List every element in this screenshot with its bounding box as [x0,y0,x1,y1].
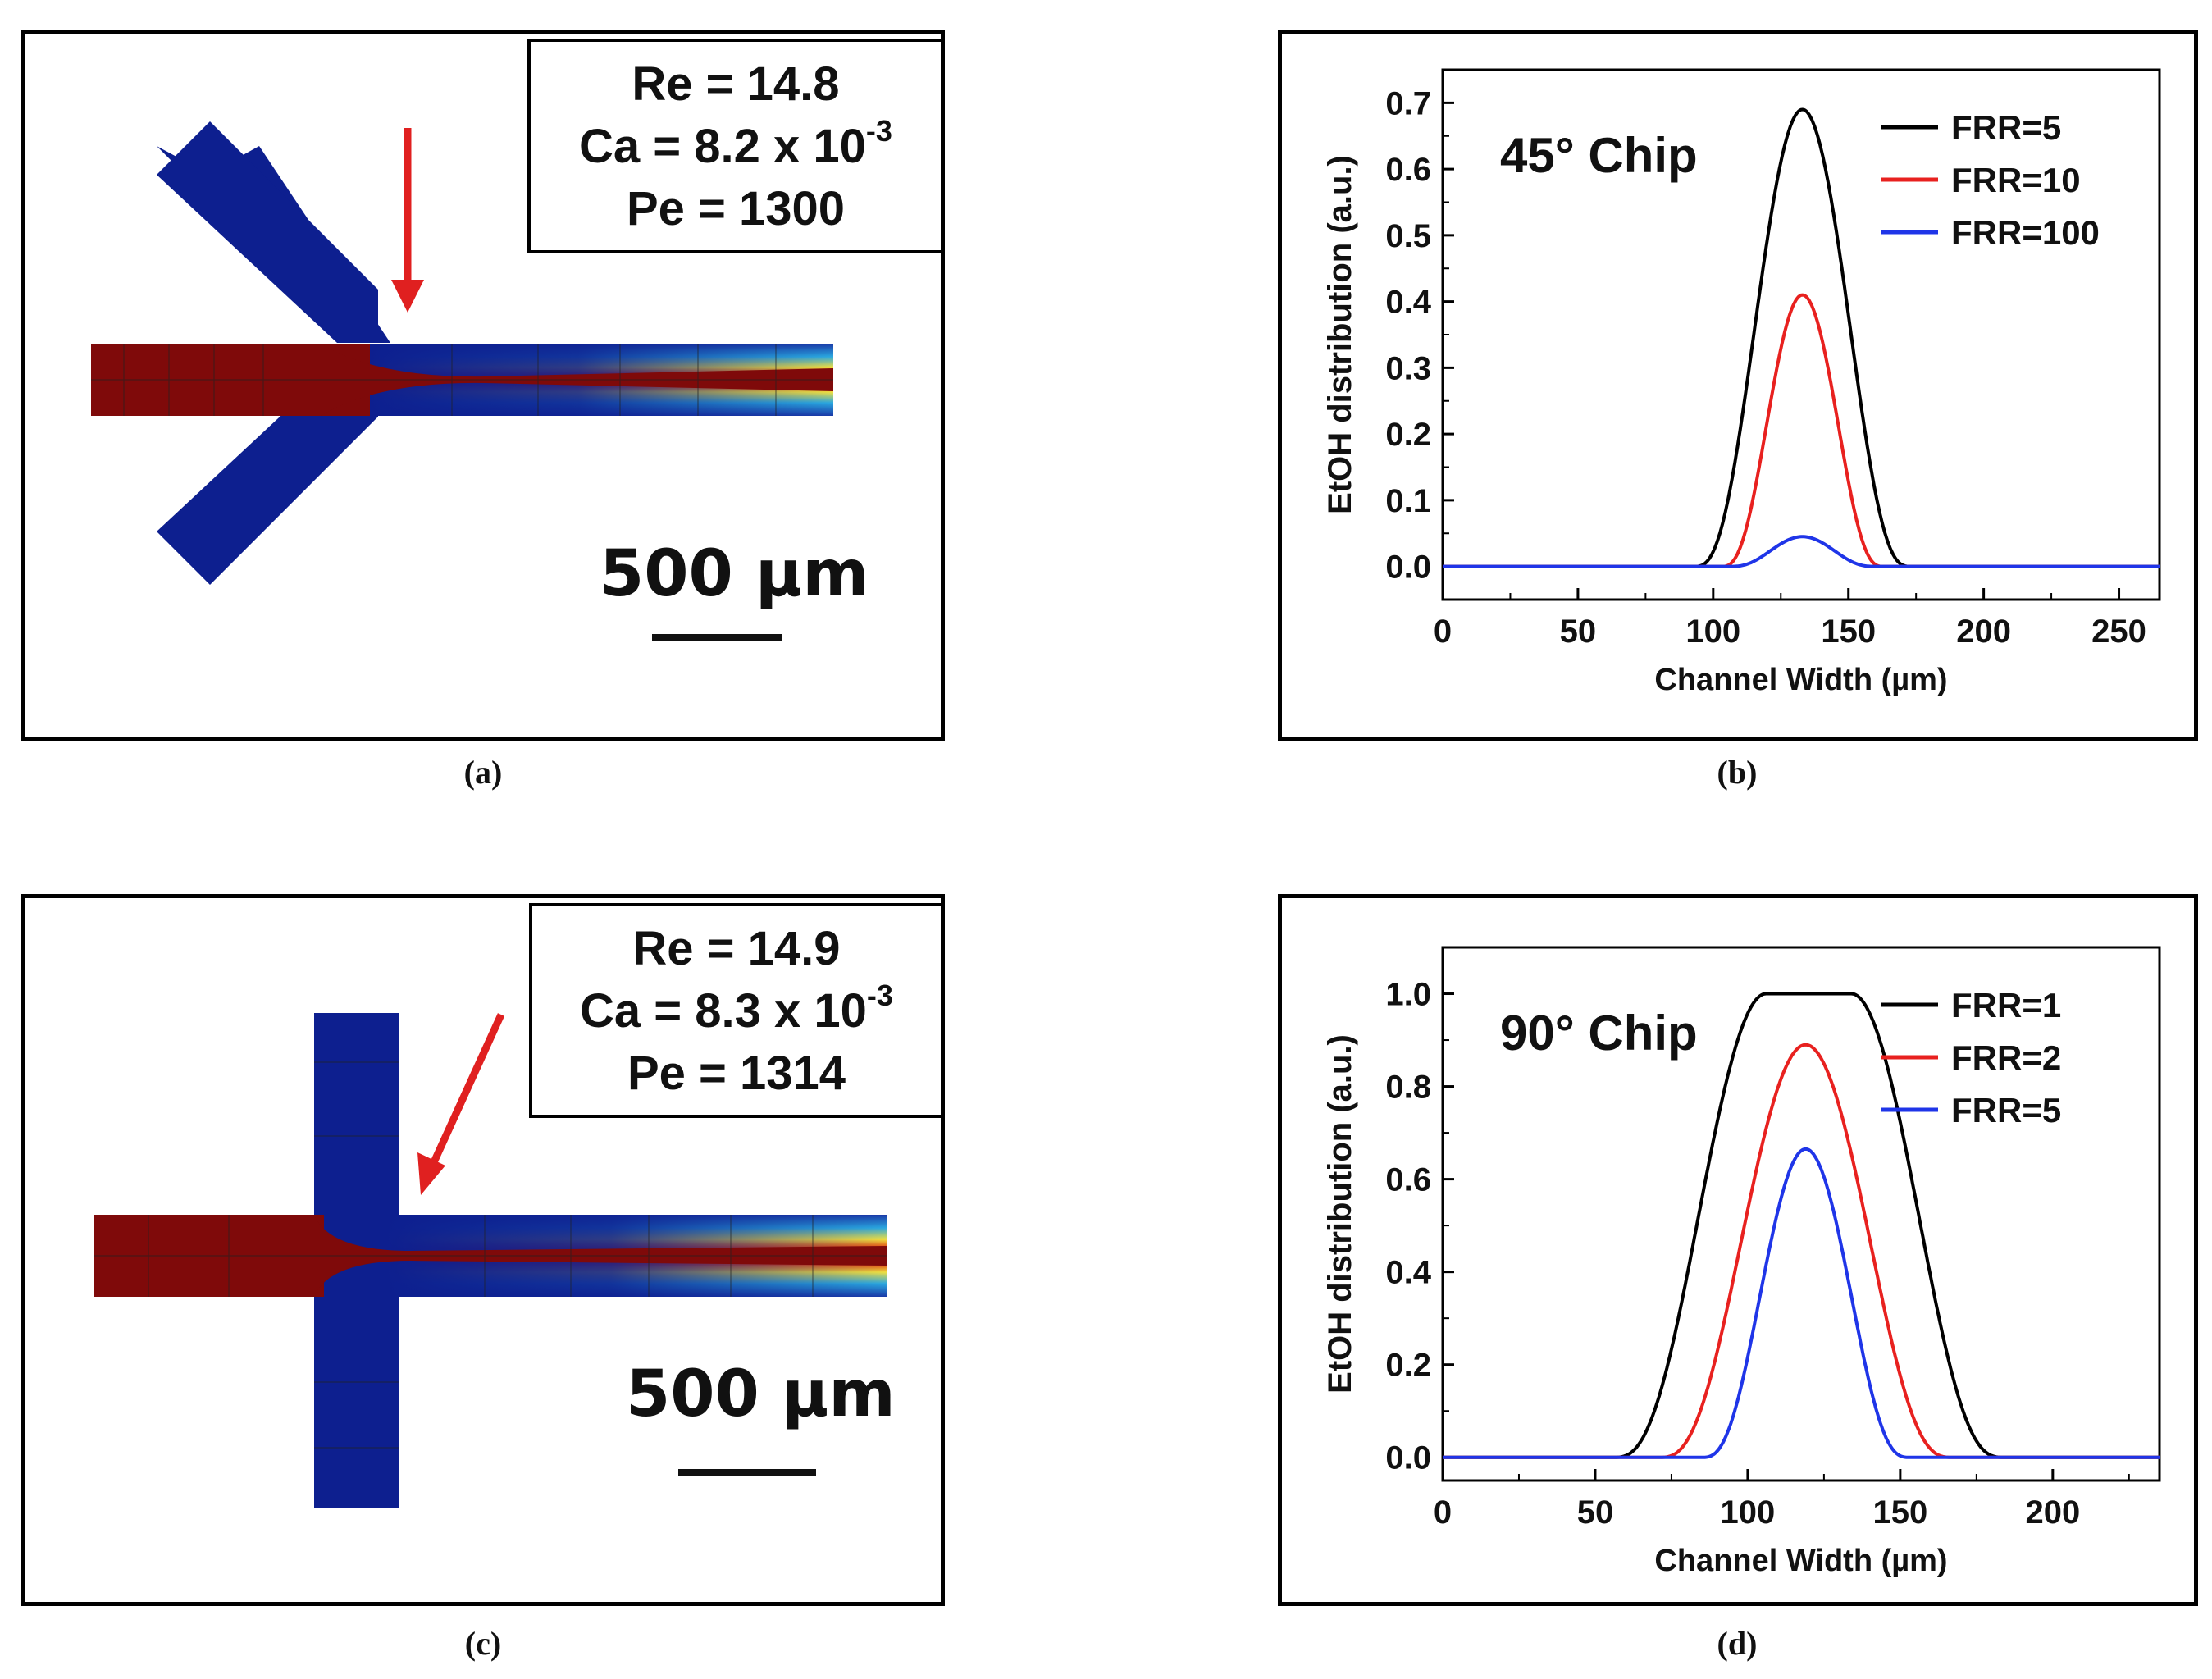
legend-label: FRR=5 [1951,1091,2061,1129]
y-tick-label: 0.6 [1385,1162,1431,1198]
capillary-number: Ca = 8.2 x 10-3 [579,114,892,174]
legend-label: FRR=100 [1951,213,2100,252]
peclet-number: Pe = 1300 [626,182,846,235]
chart-title: 90° Chip [1500,1006,1698,1061]
chart-title: 45° Chip [1500,128,1698,183]
reynolds-number: Re = 14.8 [632,57,840,111]
caption-c: (c) [464,1625,502,1662]
reynolds-number: Re = 14.9 [632,922,841,975]
x-tick-label: 150 [1872,1494,1927,1531]
y-tick-label: 0.6 [1385,152,1431,188]
panel-c-simulation: Re = 14.9 Ca = 8.3 x 10-3 Pe = 1314 500 … [21,894,945,1606]
y-tick-label: 0.5 [1385,218,1431,254]
series-line-frr-5 [1443,1147,2160,1459]
x-axis-label: Channel Width (µm) [1654,1544,1947,1578]
scale-bar-label: 500 µm [626,1357,896,1431]
y-tick-label: 0.7 [1385,85,1431,121]
scale-bar [678,1469,816,1476]
x-tick-label: 200 [1956,614,2011,650]
y-tick-label: 0.2 [1385,1348,1431,1384]
y-axis-label: EtOH distribution (a.u.) [1322,155,1358,514]
caption-a: (a) [463,754,503,791]
y-tick-label: 0.0 [1385,550,1431,586]
legend-label: FRR=1 [1951,986,2061,1024]
x-tick-label: 100 [1721,1494,1776,1531]
panel-d-chart: 0.0 0.2 0.4 0.6 0.8 1.0 0 50 100 150 200 Channel Wi… [1278,894,2198,1606]
chip-90-diagram [94,1013,887,1508]
water-inlet-lower [157,363,378,585]
plot-frame [1441,946,2161,1482]
x-tick-label: 200 [2025,1494,2080,1531]
series-line-frr-10 [1443,293,2160,568]
y-tick-label: 0.4 [1385,285,1431,321]
caption-b: (b) [1717,754,1758,791]
x-tick-label: 50 [1560,614,1597,650]
y-tick-label: 0.4 [1385,1255,1431,1291]
x-tick-label: 0 [1434,614,1452,650]
scale-bar [652,634,782,641]
capillary-number: Ca = 8.3 x 10-3 [580,979,893,1038]
water-inlet-upper [157,121,390,343]
panel-a-simulation: Re = 14.8 Ca = 8.2 x 10-3 Pe = 1300 500 … [21,30,945,741]
y-tick-label: 0.2 [1385,417,1431,453]
y-tick-label: 0.3 [1385,350,1431,386]
x-tick-label: 0 [1434,1494,1452,1531]
chip-45-diagram [91,121,833,585]
peclet-number: Pe = 1314 [627,1047,846,1100]
chart-90-chip: 0.0 0.2 0.4 0.6 0.8 1.0 0 50 100 150 200 Channel Wi… [1322,946,2161,1578]
x-tick-label: 250 [2091,614,2146,650]
mesh-lines [94,1061,887,1449]
legend-label: FRR=5 [1951,108,2061,147]
mesh-lines [91,344,833,416]
x-axis-label: Channel Width (µm) [1654,663,1947,697]
x-tick-label: 50 [1577,1494,1614,1531]
y-axis-label: EtOH distribution (a.u.) [1322,1034,1358,1394]
parameter-box-c: Re = 14.9 Ca = 8.3 x 10-3 Pe = 1314 [529,903,944,1118]
series-line-frr-100 [1443,535,2160,568]
y-tick-label: 1.0 [1385,977,1431,1013]
scale-bar-label: 500 µm [600,537,869,611]
caption-d: (d) [1717,1625,1758,1662]
legend-label: FRR=2 [1951,1038,2061,1077]
y-tick-label: 0.8 [1385,1070,1431,1106]
chart-45-chip: 0.0 0.1 0.2 0.3 0.4 0.5 0.6 0.7 0 50 100 150 200 250 C… [1322,68,2161,697]
y-tick-label: 0.0 [1385,1440,1431,1476]
panel-b-chart: 0.0 0.1 0.2 0.3 0.4 0.5 0.6 0.7 0 50 100 150 200 250 C… [1278,30,2198,741]
legend-label: FRR=10 [1951,161,2081,199]
arrow-icon [417,1013,505,1195]
x-tick-label: 150 [1821,614,1876,650]
parameter-box-a: Re = 14.8 Ca = 8.2 x 10-3 Pe = 1300 [527,39,944,253]
arrow-icon [391,128,424,313]
y-tick-label: 0.1 [1385,483,1431,519]
x-tick-label: 100 [1685,614,1740,650]
